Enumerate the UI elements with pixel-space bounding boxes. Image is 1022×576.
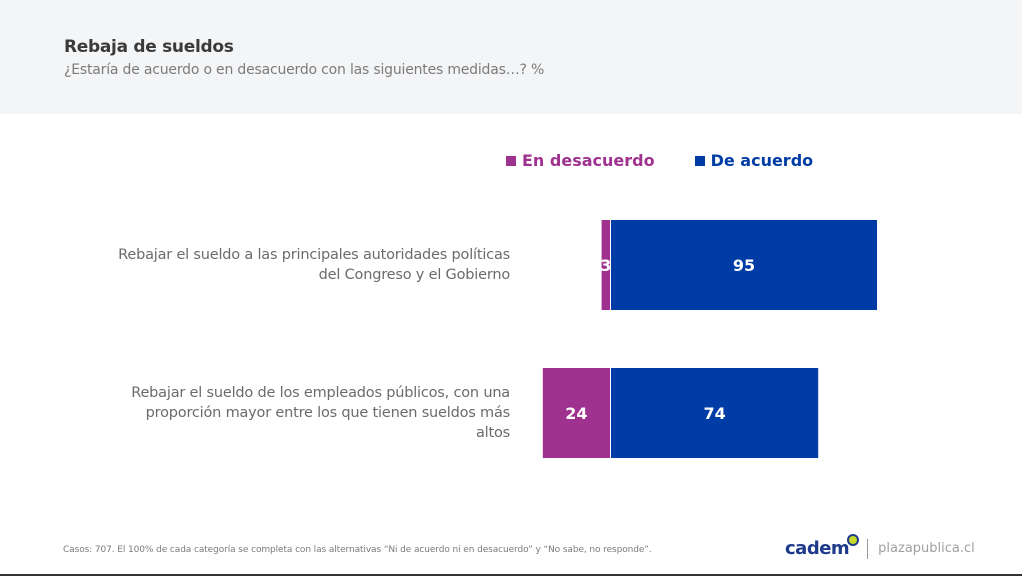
category-label-1: Rebajar el sueldo a las principales auto… (118, 247, 510, 283)
legend-item-acuerdo: De acuerdo (694, 151, 814, 170)
bar-label-desacuerdo-1: 3 (600, 256, 611, 275)
bar-acuerdo-1 (611, 220, 877, 310)
cadem-logo: cadem (785, 534, 860, 559)
bar-label-desacuerdo-2: 24 (565, 404, 587, 423)
chart-legend: En desacuerdo De acuerdo (506, 151, 813, 170)
brand-separator (867, 538, 869, 559)
legend-swatch-desacuerdo (506, 155, 516, 166)
site-link[interactable]: plazapublica.cl (878, 541, 975, 556)
bar-label-acuerdo-2: 74 (703, 404, 725, 423)
legend-label-desacuerdo: En desacuerdo (522, 151, 655, 170)
page-subtitle: ¿Estaría de acuerdo o en desacuerdo con … (64, 62, 545, 78)
bar-label-acuerdo-1: 95 (733, 256, 755, 275)
category-label-2: Rebajar el sueldo de los empleados públi… (131, 385, 510, 441)
page-title: Rebaja de sueldos (64, 37, 234, 57)
bottom-border (0, 574, 1022, 576)
legend-label-acuerdo: De acuerdo (710, 151, 814, 170)
brand-area: cadem plazapublica.cl (785, 534, 975, 559)
bar-acuerdo-2 (611, 368, 819, 458)
footnote: Casos: 707. El 100% de cada categoría se… (63, 545, 652, 555)
logo-dot-icon (847, 534, 860, 546)
brand-name: cadem (785, 538, 850, 559)
bar-desacuerdo-1 (601, 220, 610, 310)
legend-item-desacuerdo: En desacuerdo (506, 151, 655, 170)
legend-swatch-acuerdo (694, 155, 705, 166)
header-band: Rebaja de sueldos ¿Estaría de acuerdo o … (0, 0, 1022, 114)
bar-desacuerdo-2 (542, 368, 610, 458)
